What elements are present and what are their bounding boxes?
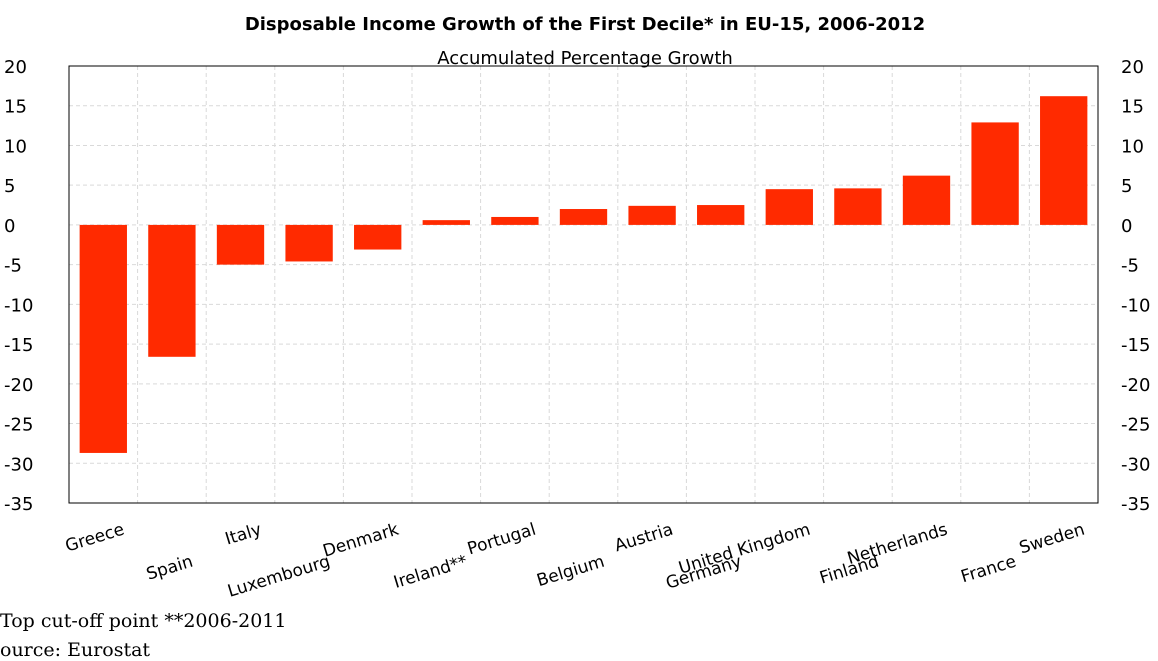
bar-belgium: [559, 209, 608, 225]
y-tick-left: 5: [4, 176, 15, 197]
x-category-label: Ireland**: [391, 552, 469, 593]
footnote-source: ource: Eurostat: [0, 639, 150, 661]
y-tick-left: 15: [4, 97, 27, 118]
y-tick-left: -15: [4, 335, 33, 356]
y-tick-left: 10: [4, 136, 27, 157]
bar-italy: [216, 224, 265, 265]
x-category-label: Sweden: [1017, 520, 1087, 559]
y-tick-left: -35: [4, 494, 33, 515]
y-tick-right: 5: [1121, 176, 1132, 197]
bar-united-kingdom: [765, 189, 813, 225]
x-category-label: Belgium: [534, 552, 607, 592]
y-tick-right: -5: [1121, 256, 1139, 277]
bar-sweden: [1040, 96, 1088, 225]
bar-denmark: [354, 224, 402, 250]
bar-greece: [79, 224, 127, 453]
bar-netherlands: [902, 175, 951, 225]
bar-luxembourg: [285, 224, 333, 262]
y-tick-right: 10: [1121, 136, 1144, 157]
y-axis-left: 20 15 10 5 0 -5 -10 -15 -20 -25 -30 -35: [4, 57, 33, 515]
x-category-label: Italy: [223, 520, 264, 550]
y-tick-left: -5: [4, 256, 22, 277]
y-tick-right: -10: [1121, 295, 1150, 316]
x-category-label: Greece: [63, 520, 127, 557]
bar-france: [971, 122, 1019, 225]
bar-portugal: [491, 216, 539, 225]
bar-ireland: [422, 220, 470, 225]
bar-finland: [834, 188, 882, 225]
bar-germany: [697, 205, 745, 225]
gridlines: [69, 66, 1098, 503]
y-tick-right: -30: [1121, 454, 1150, 475]
bars: [79, 96, 1088, 453]
y-tick-right: -15: [1121, 335, 1150, 356]
y-tick-left: 0: [4, 216, 15, 237]
x-category-label: Austria: [612, 520, 675, 557]
y-tick-right: 20: [1121, 57, 1144, 78]
y-tick-right: -20: [1121, 375, 1150, 396]
x-category-label: Denmark: [321, 520, 402, 562]
y-tick-right: -35: [1121, 494, 1150, 515]
x-axis-categories: Greece Spain ItalyLuxembourgDenmarkIreland…: [63, 520, 1087, 602]
y-tick-left: -20: [4, 375, 33, 396]
y-axis-right: 20 15 10 5 0 -5 -10 -15 -20 -25 -30 -35: [1121, 57, 1150, 515]
x-category-label: Netherlands: [845, 520, 950, 569]
x-category-label: Spain: [144, 552, 195, 585]
x-category-label: France: [959, 552, 1019, 588]
y-tick-right: 15: [1121, 97, 1144, 118]
y-tick-left: 20: [4, 57, 27, 78]
x-category-label: United Kingdom: [676, 520, 812, 579]
x-category-label: Portugal: [465, 520, 538, 560]
y-tick-left: -30: [4, 454, 33, 475]
y-tick-left: -25: [4, 415, 33, 436]
bar-austria: [628, 205, 676, 225]
footnote-cutoff: Top cut-off point **2006-2011: [0, 610, 286, 632]
y-tick-left: -10: [4, 295, 33, 316]
y-tick-right: -25: [1121, 415, 1150, 436]
x-category-label: Luxembourg: [225, 552, 332, 602]
chart-subtitle: Accumulated Percentage Growth: [437, 48, 733, 69]
bar-spain: [148, 224, 196, 357]
y-tick-right: 0: [1121, 216, 1132, 237]
chart-title: Disposable Income Growth of the First De…: [245, 14, 925, 35]
plot-frame: [68, 65, 1099, 504]
